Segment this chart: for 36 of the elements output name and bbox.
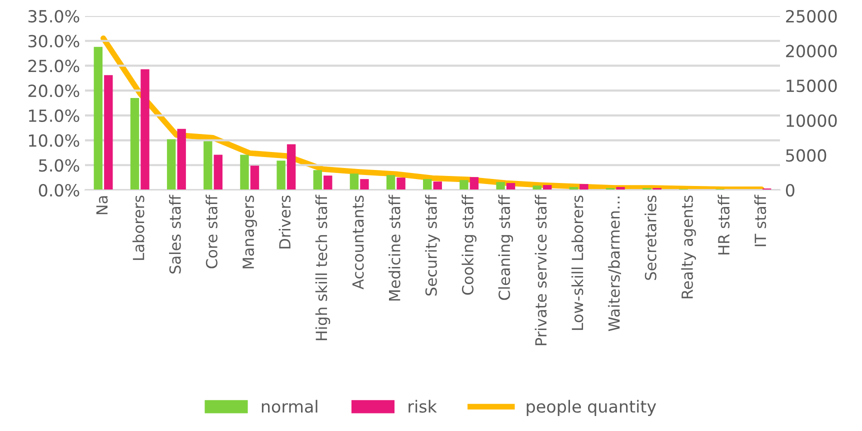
x-tick-label: Waiters/barmen… bbox=[608, 196, 622, 332]
y-tick-label: 30.0% bbox=[28, 34, 80, 48]
y-tick-label: 25.0% bbox=[28, 60, 80, 72]
x-tick-label: HR staff bbox=[718, 194, 730, 254]
x-tick-label: Realty agents bbox=[681, 196, 696, 298]
x-tick-label: Core staff bbox=[206, 194, 218, 268]
y2-tick-label: 0 bbox=[786, 184, 794, 197]
x-tick-label: Private service staff bbox=[534, 194, 547, 346]
x-tick-label: Na bbox=[96, 196, 108, 214]
legend-label: normal bbox=[262, 400, 318, 413]
legend-label: risk bbox=[408, 400, 437, 413]
y2-tick-label: 20000 bbox=[786, 44, 837, 58]
y-tick-label: 0.0% bbox=[38, 184, 80, 197]
x-tick-label: High skill tech staff bbox=[315, 194, 330, 340]
x-tick-label: Security staff bbox=[425, 194, 440, 296]
y2-tick-label: 15000 bbox=[786, 80, 837, 92]
y-tick-label: 15.0% bbox=[29, 109, 80, 122]
legend-label: people quantity bbox=[526, 400, 656, 416]
y-tick-label: 5.0% bbox=[39, 159, 80, 172]
x-tick-label: Low-skill Laborers bbox=[571, 196, 584, 330]
x-tick-label: Sales staff bbox=[169, 194, 181, 274]
y2-tick-label: 25000 bbox=[786, 10, 837, 23]
x-tick-label: Drivers bbox=[278, 196, 291, 248]
x-tick-label: Secretaries bbox=[644, 196, 656, 280]
y-tick-label: 35.0% bbox=[28, 10, 80, 23]
x-tick-label: Laborers bbox=[132, 196, 144, 260]
x-tick-label: IT staff bbox=[754, 194, 766, 246]
x-tick-label: Medicine staff bbox=[388, 194, 400, 301]
y2-tick-label: 10000 bbox=[786, 114, 837, 127]
x-tick-label: Cooking staff bbox=[462, 194, 476, 295]
y-tick-label: 20.0% bbox=[28, 84, 80, 98]
x-tick-label: Accountants bbox=[352, 196, 364, 290]
y-tick-label: 10.0% bbox=[29, 134, 80, 147]
y2-tick-label: 5000 bbox=[786, 149, 826, 162]
x-tick-label: Managers bbox=[242, 196, 257, 268]
x-tick-label: Cleaning staff bbox=[498, 194, 514, 300]
